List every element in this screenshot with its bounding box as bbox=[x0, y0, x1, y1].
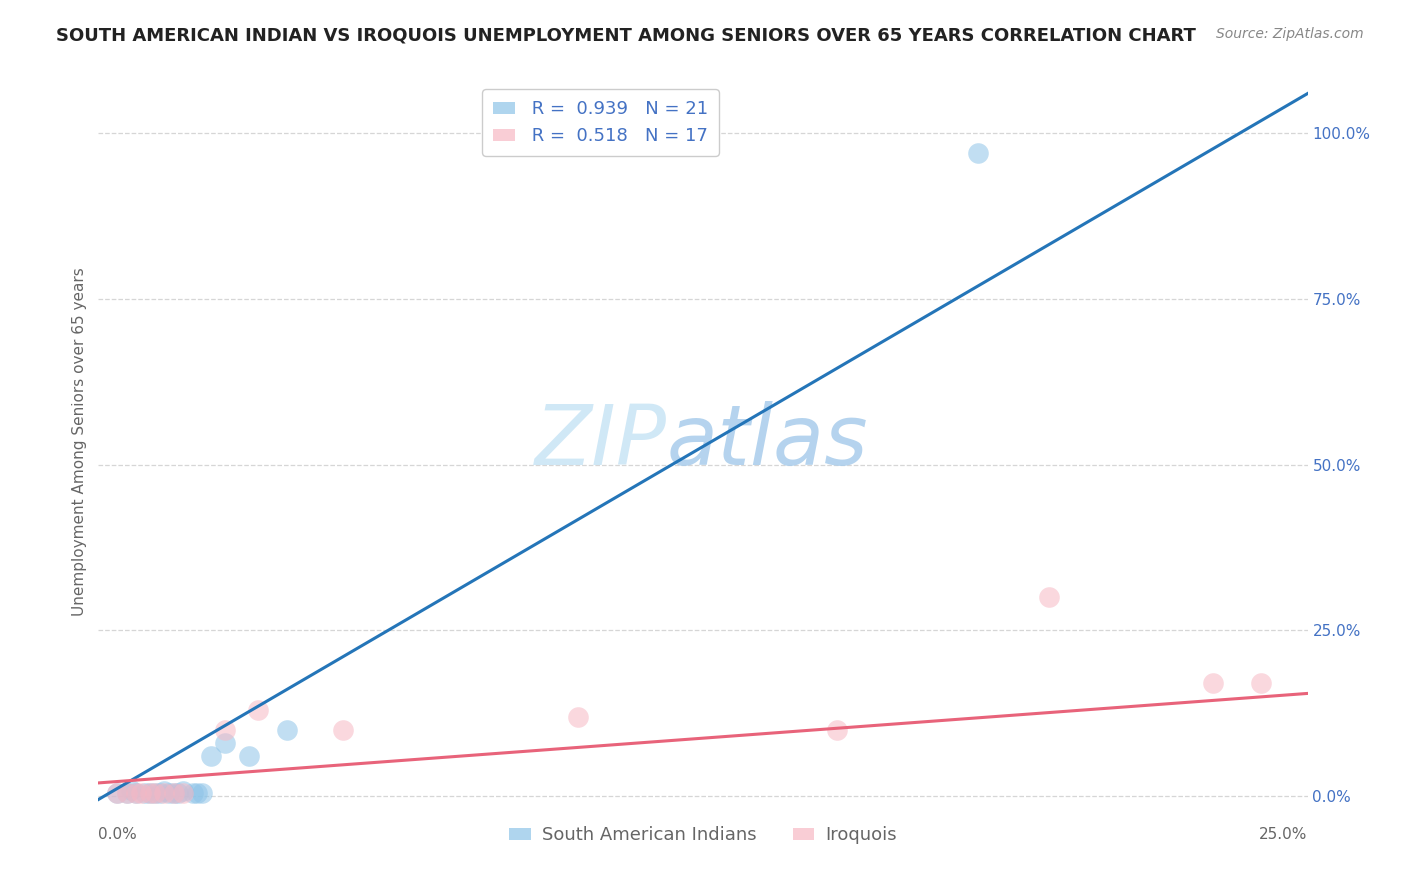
Point bbox=[157, 786, 180, 800]
Text: atlas: atlas bbox=[666, 401, 869, 482]
Point bbox=[167, 786, 190, 800]
Point bbox=[1250, 676, 1272, 690]
Point bbox=[115, 786, 138, 800]
Point bbox=[825, 723, 848, 737]
Text: Source: ZipAtlas.com: Source: ZipAtlas.com bbox=[1216, 27, 1364, 41]
Point bbox=[238, 749, 260, 764]
Point bbox=[967, 146, 990, 161]
Point bbox=[181, 786, 204, 800]
Point bbox=[172, 784, 194, 798]
Point bbox=[134, 786, 156, 800]
Point bbox=[191, 786, 214, 800]
Text: SOUTH AMERICAN INDIAN VS IROQUOIS UNEMPLOYMENT AMONG SENIORS OVER 65 YEARS CORRE: SOUTH AMERICAN INDIAN VS IROQUOIS UNEMPL… bbox=[56, 27, 1197, 45]
Point bbox=[139, 786, 162, 800]
Point bbox=[139, 786, 162, 800]
Text: ZIP: ZIP bbox=[534, 401, 666, 482]
Point bbox=[115, 786, 138, 800]
Point bbox=[105, 786, 128, 800]
Text: 25.0%: 25.0% bbox=[1260, 827, 1308, 842]
Point bbox=[567, 709, 589, 723]
Point bbox=[214, 736, 236, 750]
Point bbox=[332, 723, 354, 737]
Point bbox=[163, 786, 186, 800]
Point bbox=[125, 786, 148, 800]
Point bbox=[129, 786, 152, 800]
Point bbox=[143, 786, 166, 800]
Point bbox=[276, 723, 298, 737]
Point bbox=[1202, 676, 1225, 690]
Point bbox=[186, 786, 208, 800]
Point bbox=[105, 786, 128, 800]
Y-axis label: Unemployment Among Seniors over 65 years: Unemployment Among Seniors over 65 years bbox=[72, 268, 87, 615]
Point bbox=[149, 786, 172, 800]
Point bbox=[125, 786, 148, 800]
Point bbox=[214, 723, 236, 737]
Point bbox=[153, 784, 176, 798]
Point bbox=[143, 786, 166, 800]
Point bbox=[163, 786, 186, 800]
Point bbox=[200, 749, 222, 764]
Point bbox=[172, 786, 194, 800]
Text: 0.0%: 0.0% bbox=[98, 827, 138, 842]
Point bbox=[153, 786, 176, 800]
Point bbox=[1038, 591, 1060, 605]
Point bbox=[120, 782, 142, 797]
Legend: South American Indians, Iroquois: South American Indians, Iroquois bbox=[502, 819, 904, 852]
Point bbox=[247, 703, 270, 717]
